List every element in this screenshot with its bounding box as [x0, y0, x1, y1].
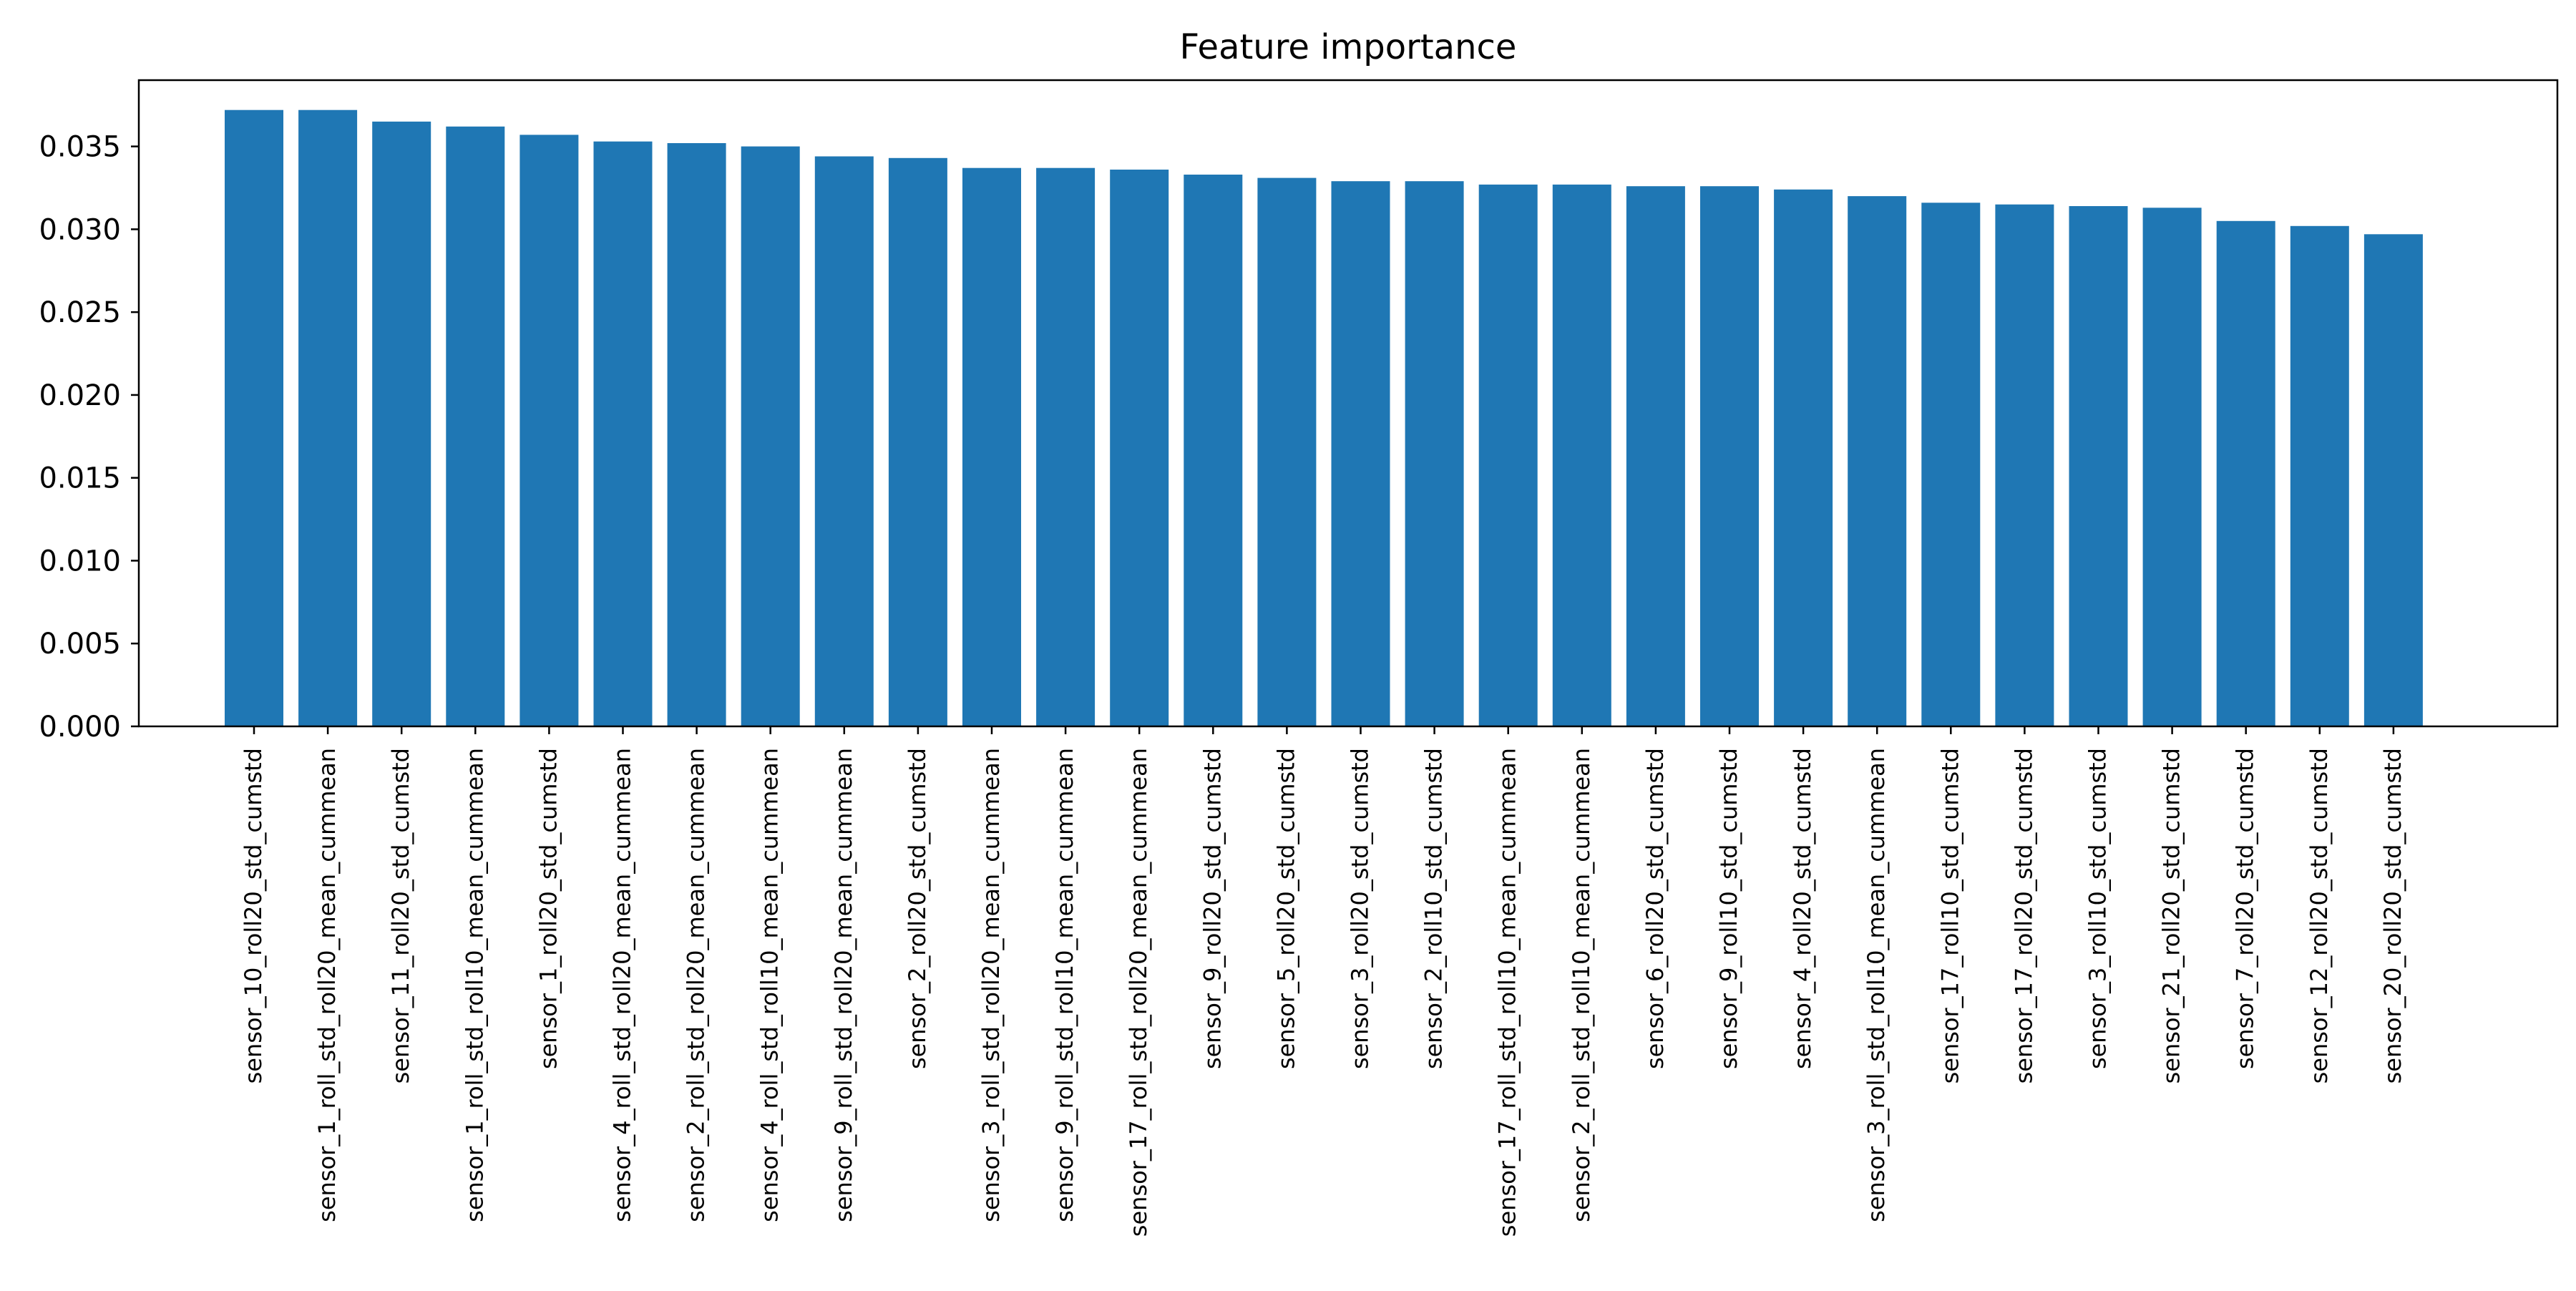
- y-axis: 0.000 0.005 0.010 0.015 0.020 0.025 0.030 0.035: [39, 131, 139, 744]
- bar-26: [2069, 206, 2128, 726]
- x-tick-label: sensor_12_roll20_std_cumstd: [2306, 748, 2333, 1083]
- bar-29: [2290, 225, 2349, 726]
- x-tick-label: sensor_17_roll10_std_cumstd: [1936, 748, 1963, 1083]
- x-tick-label: sensor_7_roll20_std_cumstd: [2232, 748, 2259, 1069]
- bar-13: [1110, 170, 1169, 726]
- x-tick-label: sensor_6_roll20_std_cumstd: [1641, 748, 1669, 1069]
- chart-title: Feature importance: [1180, 27, 1517, 67]
- x-tick-label: sensor_9_roll10_std_cumstd: [1715, 748, 1742, 1069]
- bars-layer: [225, 109, 2423, 727]
- x-tick-label: sensor_9_roll_std_roll20_mean_cummean: [830, 748, 857, 1222]
- bar-16: [1331, 181, 1390, 726]
- plot-area-frame: [137, 79, 2559, 728]
- bar-20: [1626, 186, 1685, 726]
- x-tick-label: sensor_2_roll20_std_cumstd: [904, 748, 931, 1069]
- bar-12: [1036, 167, 1096, 726]
- x-tick-label: sensor_2_roll_std_roll20_mean_cummean: [683, 748, 710, 1222]
- y-tick-label: 0.020: [39, 379, 121, 412]
- x-tick-label: sensor_17_roll_std_roll10_mean_cummean: [1494, 748, 1521, 1237]
- x-tick-label: sensor_9_roll20_std_cumstd: [1199, 748, 1226, 1069]
- bar-9: [814, 156, 874, 726]
- x-tick-label: sensor_3_roll10_std_cumstd: [2084, 748, 2112, 1069]
- x-tick-label: sensor_11_roll20_std_cumstd: [387, 748, 414, 1083]
- bar-5: [519, 135, 579, 726]
- bar-21: [1700, 186, 1759, 726]
- y-tick-label: 0.035: [39, 131, 121, 164]
- x-tick-label: sensor_20_roll20_std_cumstd: [2379, 748, 2406, 1083]
- x-tick-label: sensor_17_roll20_std_cumstd: [2010, 748, 2037, 1083]
- bar-30: [2363, 234, 2423, 726]
- bar-18: [1478, 184, 1538, 726]
- x-tick-label: sensor_3_roll_std_roll20_mean_cummean: [977, 748, 1005, 1222]
- bar-6: [593, 141, 653, 726]
- bar-4: [446, 126, 505, 727]
- bar-11: [962, 167, 1021, 726]
- bar-25: [1995, 204, 2054, 726]
- x-tick-label: sensor_3_roll_std_roll10_mean_cummean: [1863, 748, 1890, 1222]
- bar-1: [225, 109, 283, 726]
- x-tick-label: sensor_10_roll20_std_cumstd: [240, 748, 267, 1083]
- bar-27: [2142, 208, 2202, 726]
- x-tick-label: sensor_4_roll_std_roll20_mean_cummean: [609, 748, 636, 1222]
- x-tick-label: sensor_21_roll20_std_cumstd: [2158, 748, 2185, 1083]
- bar-14: [1184, 175, 1243, 726]
- bar-3: [372, 121, 431, 726]
- x-tick-label: sensor_3_roll20_std_cumstd: [1347, 748, 1374, 1069]
- x-tick-label: sensor_2_roll_std_roll10_mean_cummean: [1568, 748, 1595, 1222]
- bar-28: [2216, 220, 2275, 726]
- y-tick-label: 0.030: [39, 213, 121, 246]
- bar-10: [888, 157, 947, 727]
- y-tick-label: 0.015: [39, 462, 121, 495]
- bar-2: [298, 109, 358, 726]
- y-tick-label: 0.000: [39, 711, 121, 744]
- x-tick-label: sensor_1_roll_std_roll10_mean_cummean: [461, 748, 488, 1222]
- y-tick-label: 0.010: [39, 545, 121, 578]
- bar-7: [667, 143, 726, 726]
- bar-17: [1405, 181, 1464, 726]
- x-tick-label: sensor_2_roll10_std_cumstd: [1420, 748, 1448, 1069]
- bar-22: [1774, 189, 1833, 726]
- x-tick-label: sensor_17_roll_std_roll20_mean_cummean: [1125, 748, 1152, 1237]
- x-tick-label: sensor_4_roll20_std_cumstd: [1789, 748, 1816, 1069]
- bar-24: [1921, 203, 1981, 726]
- bar-23: [1848, 196, 1907, 727]
- x-tick-label: sensor_1_roll20_std_cumstd: [535, 748, 562, 1069]
- bar-15: [1257, 177, 1317, 727]
- x-tick-label: sensor_1_roll_std_roll20_mean_cummean: [313, 748, 341, 1222]
- y-tick-label: 0.025: [39, 296, 121, 329]
- y-tick-label: 0.005: [39, 628, 121, 661]
- x-tick-label: sensor_5_roll20_std_cumstd: [1272, 748, 1299, 1069]
- x-tick-label: sensor_4_roll_std_roll10_mean_cummean: [756, 748, 784, 1222]
- x-tick-label: sensor_9_roll_std_roll10_mean_cummean: [1051, 748, 1078, 1222]
- x-axis: sensor_10_roll20_std_cumstd sensor_1_roll…: [240, 726, 2406, 1237]
- bar-8: [741, 146, 800, 727]
- bar-19: [1552, 184, 1611, 726]
